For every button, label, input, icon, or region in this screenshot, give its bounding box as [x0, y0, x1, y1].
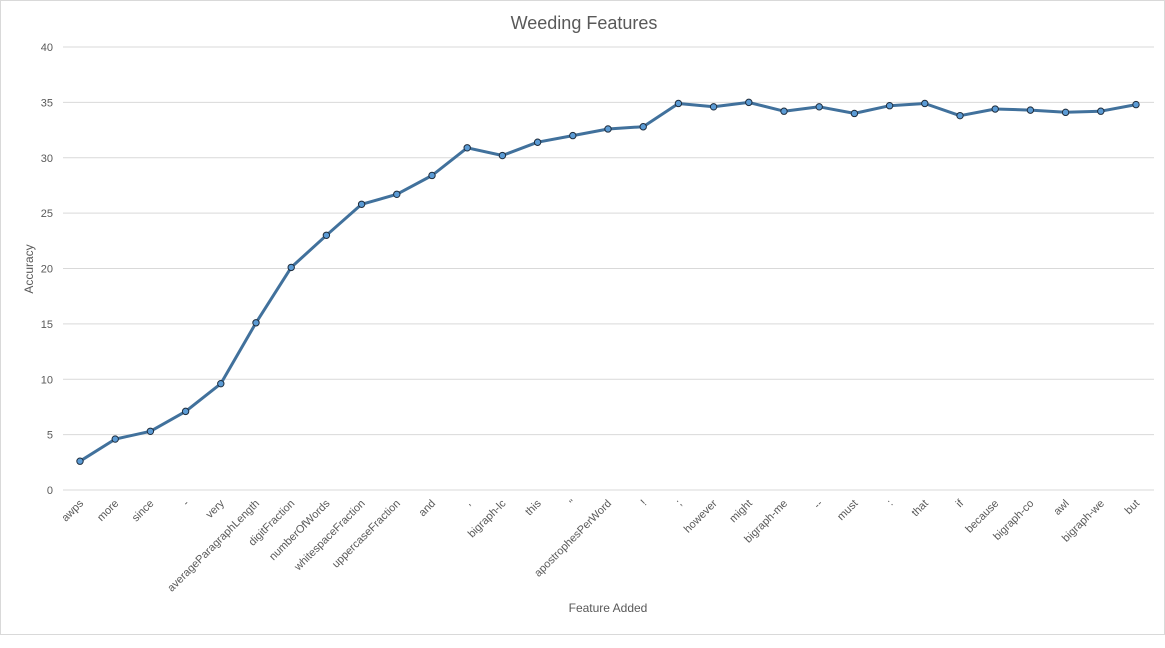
y-tick-label: 15: [41, 319, 53, 331]
y-tick-label: 25: [41, 208, 53, 220]
y-tick-label: 5: [47, 430, 53, 442]
y-tick-label: 20: [41, 264, 53, 276]
data-point: [1061, 108, 1070, 117]
data-point: [146, 427, 155, 436]
data-point: [76, 457, 84, 465]
data-markers: [76, 98, 1140, 465]
data-point: [780, 107, 788, 115]
series-line-path: [78, 100, 1138, 463]
data-point: [322, 231, 331, 239]
y-tick-label: 40: [41, 42, 53, 54]
data-point: [921, 99, 929, 108]
x-tick-label: might: [727, 498, 755, 526]
chart-title: Weeding Features: [511, 13, 658, 33]
x-tick-label: apostrophesPerWord: [532, 498, 614, 580]
x-tick-label: awl: [1052, 498, 1072, 518]
line-chart: Weeding Features 0 5 10 15 20 25 30 35 40 awps mo…: [22, 13, 1154, 615]
gridlines: [63, 46, 1154, 491]
x-tick-label: :: [885, 498, 896, 509]
data-point: [1097, 107, 1105, 115]
x-tick-label: !: [639, 498, 650, 509]
x-tick-label: ": [568, 498, 579, 509]
data-point: [357, 200, 366, 208]
y-tick-label: 0: [47, 485, 53, 497]
data-point: [569, 131, 577, 140]
y-tick-label: 10: [41, 374, 53, 386]
x-axis-ticks: awps more since - veryaverageParagraphLength…: [59, 497, 1142, 594]
y-tick-label: 30: [41, 153, 53, 165]
x-tick-label: ,: [463, 498, 474, 509]
data-point: [604, 125, 612, 133]
x-tick-label: but: [1123, 498, 1142, 517]
x-tick-label: if: [954, 497, 967, 510]
y-tick-label: 35: [41, 97, 53, 109]
data-point: [252, 319, 260, 327]
x-tick-label: -: [181, 497, 192, 508]
data-point: [463, 144, 471, 152]
x-tick-label: awps: [59, 497, 86, 524]
x-tick-label: this: [523, 497, 544, 518]
data-point: [533, 138, 542, 146]
data-point: [217, 379, 225, 388]
y-axis-ticks: 0 5 10 15 20 25 30 35 40: [41, 42, 53, 497]
x-tick-label: however: [682, 497, 720, 535]
data-point: [498, 151, 507, 160]
data-point: [111, 435, 119, 443]
data-point: [1132, 100, 1140, 109]
x-tick-label: that: [909, 498, 930, 519]
x-tick-label: and: [417, 498, 438, 519]
x-tick-label: --: [812, 497, 826, 511]
data-point: [991, 105, 999, 113]
x-tick-label: more: [95, 498, 121, 524]
data-point: [1026, 106, 1035, 114]
x-tick-label: since: [130, 498, 157, 525]
data-point: [956, 111, 964, 120]
data-point: [393, 190, 401, 198]
x-tick-label: very: [204, 497, 228, 521]
x-tick-label: must: [835, 498, 860, 523]
data-point: [850, 109, 859, 118]
data-point: [745, 98, 753, 107]
x-tick-label: uppercaseFraction: [330, 498, 403, 571]
data-point: [885, 101, 894, 110]
data-point: [709, 103, 718, 111]
data-point: [287, 263, 295, 272]
data-point: [674, 99, 683, 108]
x-tick-label: bigraph-lc: [466, 497, 509, 540]
x-axis-label: Feature Added: [569, 601, 648, 615]
data-point: [815, 103, 823, 111]
data-point: [181, 407, 190, 416]
x-tick-label: numberOfWords: [267, 497, 333, 563]
data-point: [428, 171, 436, 180]
y-axis-label: Accuracy: [22, 244, 36, 293]
series-line: [78, 100, 1138, 463]
x-tick-label: ;: [674, 498, 685, 509]
chart-frame: Weeding Features 0 5 10 15 20 25 30 35 40 awps mo…: [0, 0, 1165, 635]
data-point: [639, 123, 647, 131]
